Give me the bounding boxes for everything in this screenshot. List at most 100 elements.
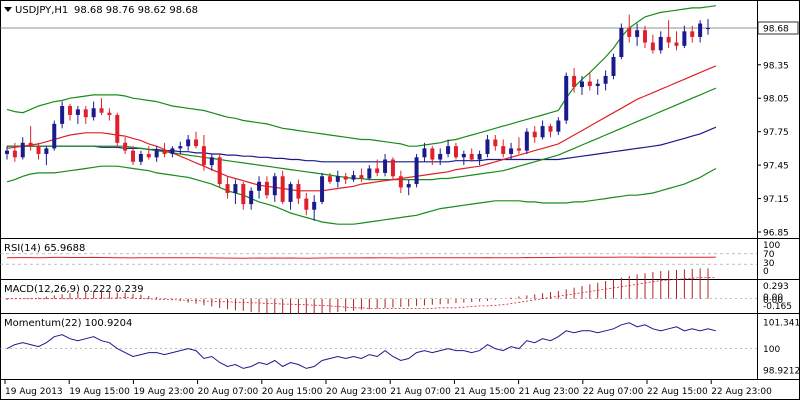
candle-body bbox=[390, 159, 395, 177]
time-label: 19 Aug 23:00 bbox=[133, 387, 194, 397]
candle-body bbox=[461, 153, 466, 158]
candle bbox=[627, 14, 632, 43]
time-label: 20 Aug 23:00 bbox=[326, 387, 387, 397]
rsi-line bbox=[6, 256, 716, 259]
candle bbox=[390, 157, 395, 180]
candle-body bbox=[249, 190, 254, 205]
candle bbox=[75, 106, 80, 124]
candle bbox=[123, 137, 128, 154]
time-label: 22 Aug 23:00 bbox=[711, 387, 772, 397]
rsi-level-label: 100 bbox=[763, 241, 780, 251]
candle-body bbox=[123, 142, 128, 151]
candle-body bbox=[327, 176, 332, 182]
candle bbox=[595, 79, 600, 95]
candle-body bbox=[60, 106, 65, 124]
candle-body bbox=[548, 126, 553, 132]
macd-level-label: 0.00 bbox=[763, 293, 783, 303]
candle bbox=[461, 150, 466, 166]
candle-body bbox=[68, 106, 73, 115]
candle bbox=[359, 168, 364, 182]
candle-body bbox=[296, 184, 301, 199]
candle bbox=[115, 112, 120, 147]
price-axis: 98.68 98.35 98.05 97.75 97.45 97.15 96.85 bbox=[757, 21, 799, 239]
candle-body bbox=[154, 150, 159, 158]
candle-body bbox=[343, 176, 348, 180]
candle-body bbox=[587, 81, 592, 86]
candle bbox=[367, 165, 372, 180]
candle bbox=[217, 153, 222, 188]
candle bbox=[532, 126, 537, 143]
candle bbox=[469, 148, 474, 162]
candle-body bbox=[595, 83, 600, 86]
candle bbox=[572, 68, 577, 93]
candle bbox=[603, 70, 608, 91]
price-tick-label: 97.15 bbox=[763, 195, 789, 205]
candle-body bbox=[201, 146, 206, 166]
candle bbox=[20, 137, 25, 160]
candle-body bbox=[178, 146, 183, 149]
candle bbox=[186, 135, 191, 151]
price-panel[interactable] bbox=[0, 5, 757, 225]
candle-body bbox=[233, 184, 238, 193]
triangle-down-icon bbox=[4, 7, 12, 12]
candle-body bbox=[469, 153, 474, 160]
candle-body bbox=[335, 176, 340, 182]
candle bbox=[706, 19, 710, 35]
candle bbox=[288, 181, 293, 210]
candle-body bbox=[52, 123, 57, 149]
candle bbox=[272, 172, 277, 202]
candle-body bbox=[99, 108, 104, 113]
candle-body bbox=[115, 114, 120, 143]
candle-body bbox=[217, 157, 222, 185]
candle bbox=[335, 170, 340, 188]
price-tick-label: 98.35 bbox=[763, 61, 789, 71]
time-axis: 19 Aug 2013 19 Aug 15:00 19 Aug 23:00 20 Au… bbox=[4, 380, 772, 397]
candle bbox=[162, 142, 167, 158]
candle-body bbox=[446, 146, 451, 154]
candle-body bbox=[579, 81, 584, 88]
candle-body bbox=[304, 198, 309, 210]
candle bbox=[351, 170, 356, 182]
candle bbox=[477, 150, 482, 166]
candle bbox=[312, 195, 317, 221]
candle-body bbox=[131, 150, 136, 162]
candle-body bbox=[5, 150, 9, 154]
price-tick-label: 97.45 bbox=[763, 162, 789, 172]
candle-body bbox=[28, 142, 33, 147]
candle-body bbox=[225, 184, 230, 193]
rsi-level-label: 30 bbox=[763, 259, 775, 269]
time-label: 20 Aug 07:00 bbox=[198, 387, 259, 397]
candle-body bbox=[398, 176, 403, 188]
candle-body bbox=[619, 28, 624, 57]
candle-body bbox=[540, 126, 545, 138]
candle bbox=[383, 153, 388, 177]
candle bbox=[107, 108, 112, 121]
symbol-header: USDJPY,H1 98.68 98.76 98.62 98.68 bbox=[4, 5, 198, 16]
candle bbox=[556, 117, 561, 136]
candle bbox=[453, 142, 458, 160]
time-label: 21 Aug 23:00 bbox=[519, 387, 580, 397]
current-price-box bbox=[757, 21, 799, 35]
candle-body bbox=[493, 139, 498, 147]
candle bbox=[241, 181, 246, 210]
candle bbox=[257, 176, 262, 199]
candle bbox=[83, 106, 88, 124]
candle-body bbox=[501, 146, 506, 154]
candle bbox=[343, 172, 348, 185]
candle bbox=[690, 25, 695, 43]
candle-body bbox=[36, 146, 41, 154]
candle-body bbox=[186, 139, 191, 147]
candle-body bbox=[20, 142, 25, 158]
candle bbox=[579, 75, 584, 95]
candle-body bbox=[524, 131, 529, 151]
momentum-panel[interactable]: 101.3413 100 98.9212 bbox=[0, 319, 800, 377]
candle-body bbox=[422, 148, 427, 158]
candle-body bbox=[438, 153, 443, 160]
price-tick-label: 98.05 bbox=[763, 95, 789, 105]
macd-level-label: 0.293 bbox=[763, 282, 789, 292]
candle-body bbox=[611, 56, 616, 76]
candle bbox=[682, 25, 687, 49]
